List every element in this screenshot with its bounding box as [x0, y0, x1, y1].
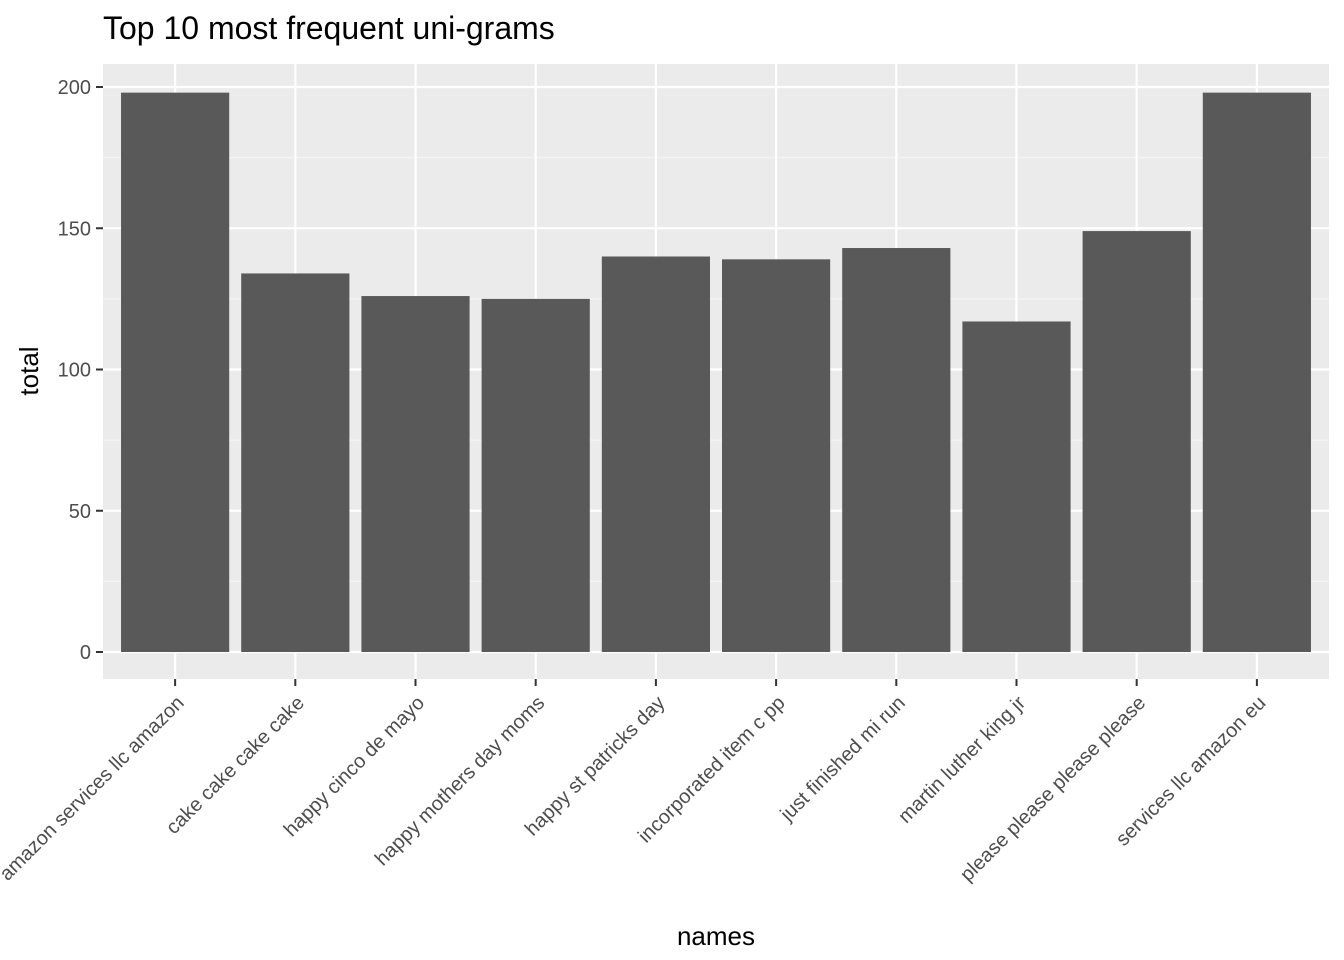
y-tick-label: 150 — [58, 218, 91, 240]
y-axis: 0 50 100 150 200 — [58, 77, 103, 664]
bar — [962, 321, 1071, 652]
x-tick-label: just finished mi run — [776, 692, 910, 826]
bar — [1082, 231, 1191, 652]
bar — [241, 273, 350, 652]
bar — [722, 259, 831, 652]
x-tick-label: martin luther king jr — [894, 692, 1030, 828]
y-tick-label: 50 — [69, 501, 91, 523]
x-axis-title: names — [677, 921, 755, 951]
y-tick-label: 100 — [58, 360, 91, 382]
bar — [1202, 92, 1311, 652]
bar — [601, 256, 710, 652]
bar — [361, 296, 470, 652]
y-tick-label: 0 — [80, 642, 91, 664]
bars — [121, 92, 1311, 652]
bar — [121, 92, 230, 652]
bar — [842, 248, 951, 652]
chart-title: Top 10 most frequent uni-grams — [103, 10, 555, 46]
x-tick-label: amazon services llc amazon — [0, 692, 189, 885]
bar — [481, 298, 590, 652]
y-axis-title: total — [14, 346, 44, 395]
y-tick-label: 200 — [58, 77, 91, 99]
x-tick-label: cake cake cake cake — [162, 692, 309, 839]
